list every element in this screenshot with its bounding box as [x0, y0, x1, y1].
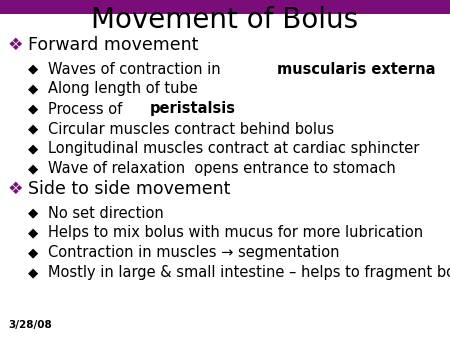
- Text: ◆: ◆: [28, 143, 38, 155]
- Text: Forward movement: Forward movement: [28, 36, 198, 54]
- Text: Movement of Bolus: Movement of Bolus: [91, 6, 359, 34]
- Text: ❖: ❖: [8, 180, 23, 198]
- Text: Waves of contraction in: Waves of contraction in: [48, 62, 225, 76]
- Text: ◆: ◆: [28, 266, 38, 280]
- Text: ❖: ❖: [8, 36, 23, 54]
- Text: ◆: ◆: [28, 246, 38, 260]
- Text: No set direction: No set direction: [48, 206, 164, 220]
- Text: Side to side movement: Side to side movement: [28, 180, 230, 198]
- Text: Longitudinal muscles contract at cardiac sphincter: Longitudinal muscles contract at cardiac…: [48, 142, 419, 156]
- Text: ◆: ◆: [28, 82, 38, 96]
- Text: ◆: ◆: [28, 207, 38, 219]
- Bar: [0, 0, 450, 14]
- Text: 3/28/08: 3/28/08: [8, 320, 52, 330]
- Text: muscularis externa: muscularis externa: [277, 62, 435, 76]
- Text: ◆: ◆: [28, 163, 38, 175]
- Text: Process of: Process of: [48, 101, 127, 117]
- Text: Wave of relaxation  opens entrance to stomach: Wave of relaxation opens entrance to sto…: [48, 162, 396, 176]
- Text: Along length of tube: Along length of tube: [48, 81, 198, 97]
- Text: ◆: ◆: [28, 226, 38, 240]
- Text: ◆: ◆: [28, 122, 38, 136]
- Text: Circular muscles contract behind bolus: Circular muscles contract behind bolus: [48, 121, 334, 137]
- Text: peristalsis: peristalsis: [150, 101, 236, 117]
- Text: Contraction in muscles → segmentation: Contraction in muscles → segmentation: [48, 245, 339, 261]
- Text: Helps to mix bolus with mucus for more lubrication: Helps to mix bolus with mucus for more l…: [48, 225, 423, 241]
- Text: ◆: ◆: [28, 102, 38, 116]
- Text: Mostly in large & small intestine – helps to fragment bolus: Mostly in large & small intestine – help…: [48, 266, 450, 281]
- Text: ◆: ◆: [28, 63, 38, 75]
